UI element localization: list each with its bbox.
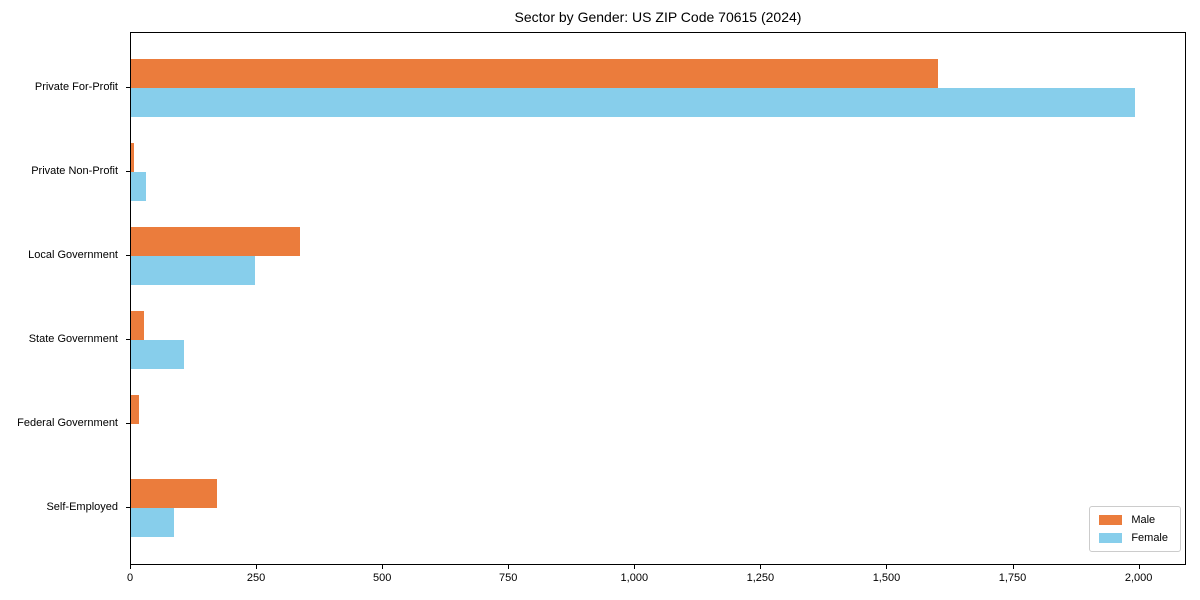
ytick-mark-local-government	[126, 255, 130, 256]
xtick-label-0: 0	[126, 572, 134, 584]
chart-title: Sector by Gender: US ZIP Code 70615 (202…	[514, 9, 802, 25]
xtick-mark-1000	[634, 565, 636, 569]
ytick-label-private-non-profit: Private Non-Profit	[31, 165, 118, 177]
xtick-mark-1750	[1012, 565, 1014, 569]
bar-female-local-government	[131, 256, 255, 285]
bar-female-private-for-profit	[131, 88, 1135, 117]
bar-female-private-non-profit	[131, 172, 147, 201]
ytick-mark-self-employed	[126, 507, 130, 508]
legend-label-female: Female	[1131, 532, 1168, 544]
xtick-mark-750	[508, 565, 510, 569]
x-axis: 0 250 500 750 1,000 1,250 1,500 1,750 2,000	[126, 565, 1186, 595]
plot-area: Male Female	[130, 32, 1186, 565]
xtick-label-500: 500	[372, 572, 392, 584]
ytick-label-local-government: Local Government	[28, 249, 118, 261]
ytick-label-self-employed: Self-Employed	[46, 501, 118, 513]
bar-male-self-employed	[131, 479, 217, 508]
ytick-mark-private-non-profit	[126, 171, 130, 172]
bar-female-state-government	[131, 340, 184, 369]
ytick-label-federal-government: Federal Government	[17, 417, 118, 429]
legend-label-male: Male	[1131, 514, 1156, 526]
y-axis: Private For-Profit Private Non-Profit Loca…	[0, 32, 130, 565]
bar-male-state-government	[131, 311, 144, 340]
xtick-label-750: 750	[499, 572, 518, 584]
xtick-mark-500	[382, 565, 384, 569]
bar-female-self-employed	[131, 508, 174, 537]
xtick-label-250: 250	[246, 572, 266, 584]
ytick-mark-federal-government	[126, 423, 130, 424]
bar-male-local-government	[131, 227, 300, 256]
xtick-mark-1250	[760, 565, 762, 569]
xtick-label-1000: 1,000	[620, 572, 649, 584]
bar-male-private-non-profit	[131, 143, 134, 172]
xtick-mark-250	[256, 565, 258, 569]
ytick-label-state-government: State Government	[28, 333, 118, 345]
xtick-label-2000: 2,000	[1124, 572, 1153, 584]
ytick-label-private-for-profit: Private For-Profit	[34, 81, 118, 93]
ytick-mark-private-for-profit	[126, 87, 130, 88]
ytick-mark-state-government	[126, 339, 130, 340]
xtick-label-1250: 1,250	[746, 572, 775, 584]
xtick-label-1750: 1,750	[998, 572, 1027, 584]
legend: Male Female	[1089, 506, 1181, 552]
xtick-mark-0	[130, 565, 131, 569]
legend-item-female: Female	[1099, 532, 1168, 544]
bar-male-private-for-profit	[131, 59, 938, 88]
bars-layer	[131, 33, 1185, 564]
xtick-mark-2000	[1138, 565, 1140, 569]
bar-male-federal-government	[131, 395, 139, 424]
legend-swatch-male-icon	[1099, 515, 1123, 525]
xtick-mark-1500	[886, 565, 888, 569]
legend-item-male: Male	[1099, 514, 1168, 526]
legend-swatch-female-icon	[1099, 533, 1123, 543]
xtick-label-1500: 1,500	[872, 572, 901, 584]
